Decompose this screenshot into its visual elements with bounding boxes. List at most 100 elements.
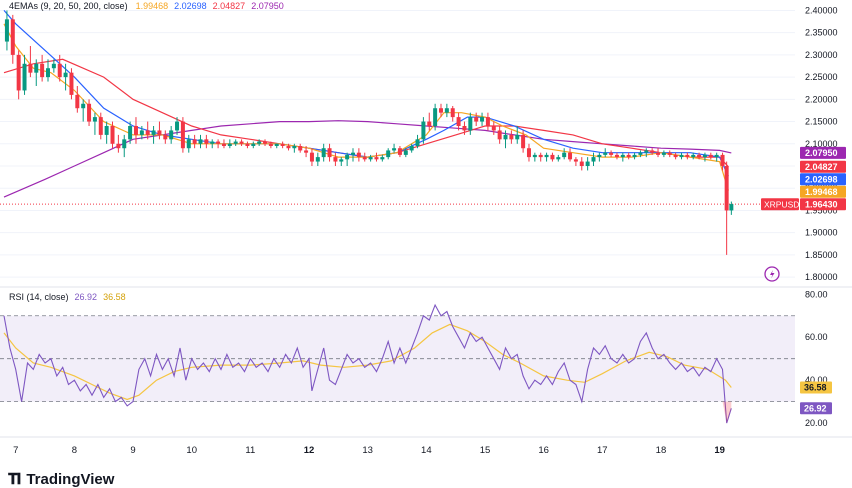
time-axis[interactable]: 7 8 9 10 11 12 13 14 15 16 17 18 19	[13, 445, 725, 456]
candle-body	[679, 154, 684, 158]
candle-body	[579, 161, 584, 166]
candle	[122, 134, 127, 158]
candle-body	[450, 108, 455, 118]
candle-body	[444, 108, 449, 113]
candle	[697, 152, 702, 160]
candle-body	[544, 154, 549, 158]
candle	[609, 150, 614, 158]
rsi-tick-label: 80.00	[805, 289, 828, 299]
price-badge: XRPUSD 1.96430	[761, 198, 846, 211]
tradingview-logo-icon: 𝐓𝐈	[8, 470, 21, 488]
candle	[550, 152, 555, 162]
candle	[620, 152, 625, 162]
price-tick-label: 1.90000	[805, 228, 838, 238]
candle-body	[556, 157, 561, 160]
candle	[10, 14, 15, 64]
candle	[491, 121, 496, 135]
candle	[368, 154, 373, 162]
candle-body	[22, 63, 27, 91]
ema50-value: 2.04827	[213, 1, 246, 11]
rsi-badge: 26.92	[800, 402, 832, 415]
candle-body	[644, 150, 649, 153]
candle	[485, 112, 490, 131]
candle-body	[691, 154, 696, 158]
time-tick-label: 15	[480, 445, 491, 456]
candle-body	[180, 121, 185, 149]
candle	[409, 143, 414, 153]
candle	[685, 152, 690, 160]
candle-body	[327, 148, 332, 158]
candle-body	[568, 152, 573, 160]
price-badge-value: 1.99468	[805, 187, 838, 197]
candle-body	[309, 152, 314, 162]
candle-body	[656, 152, 661, 155]
candle-body	[298, 146, 303, 151]
price-badge-value: 2.04827	[805, 162, 838, 172]
candle-body	[356, 152, 361, 158]
candle-body	[468, 117, 473, 131]
price-badge: 1.99468	[800, 185, 846, 198]
candle	[274, 143, 279, 149]
candle	[4, 10, 9, 51]
candle-body	[392, 148, 397, 151]
price-grid	[0, 9, 795, 278]
candle	[509, 130, 514, 144]
candle	[192, 134, 197, 149]
time-tick-label: 13	[362, 445, 373, 456]
candle-body	[257, 141, 262, 144]
ema-legend: 4EMAs (9, 20, 50, 200, close) 1.99468 2.…	[9, 1, 284, 11]
candle	[397, 146, 402, 158]
candle-body	[87, 103, 92, 122]
candle	[45, 59, 50, 82]
candle-body	[650, 150, 655, 153]
candle	[339, 157, 344, 166]
price-tick-label: 2.20000	[805, 94, 838, 104]
candle	[356, 148, 361, 162]
candle-body	[274, 143, 279, 146]
candlesticks	[4, 10, 734, 255]
candle-body	[139, 130, 144, 135]
candle	[526, 143, 531, 162]
tradingview-logo[interactable]: 𝐓𝐈 TradingView	[8, 470, 114, 488]
candle-body	[632, 154, 637, 158]
candle-body	[268, 143, 273, 146]
candle	[298, 143, 303, 153]
candle	[227, 139, 232, 149]
price-badge-bg	[800, 146, 846, 159]
candle-body	[192, 139, 197, 144]
candle-body	[321, 148, 326, 158]
candle	[81, 99, 86, 122]
candle	[63, 63, 68, 91]
rsi-pane[interactable]: 80.00 60.00 40.00 20.00 36.58 26.92 RSI (14,…	[0, 289, 832, 428]
candle	[75, 86, 80, 113]
candle	[708, 152, 713, 160]
candle	[151, 126, 156, 144]
candle-body	[92, 117, 97, 122]
candle-body	[673, 154, 678, 158]
lightning-icon[interactable]	[764, 266, 780, 282]
price-and-rsi-chart[interactable]: 2.40000 2.35000 2.30000 2.25000 2.20000 2.150…	[0, 0, 852, 470]
candle	[268, 141, 273, 149]
candle-body	[169, 130, 174, 140]
rsi-tick-label: 60.00	[805, 332, 828, 342]
candle-body	[280, 143, 285, 146]
rsi-badge: 36.58	[800, 381, 832, 394]
candle	[714, 152, 719, 162]
candle	[175, 117, 180, 135]
candle-body	[157, 130, 162, 135]
candle	[497, 126, 502, 144]
price-badges: 2.07950 2.04827 2.02698 1.99468 XRPUSD 1.9643…	[761, 146, 846, 211]
candle	[632, 152, 637, 160]
candle-body	[251, 143, 256, 146]
candle-body	[462, 126, 467, 131]
candle-body	[315, 157, 320, 162]
candle-body	[509, 134, 514, 140]
candle	[521, 130, 526, 153]
candle-body	[724, 166, 729, 211]
candle-body	[591, 157, 596, 162]
price-pane[interactable]: 2.40000 2.35000 2.30000 2.25000 2.20000 2.150…	[0, 1, 846, 282]
candle-body	[456, 117, 461, 126]
candle	[626, 152, 631, 160]
brand-name: TradingView	[26, 470, 115, 488]
candle	[309, 148, 314, 166]
